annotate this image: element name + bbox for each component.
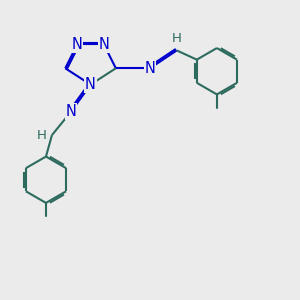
- Text: N: N: [98, 37, 110, 52]
- Text: H: H: [172, 32, 182, 45]
- Text: N: N: [66, 104, 77, 119]
- Text: N: N: [85, 77, 96, 92]
- Text: N: N: [145, 61, 155, 76]
- Text: N: N: [72, 37, 83, 52]
- Text: H: H: [37, 129, 46, 142]
